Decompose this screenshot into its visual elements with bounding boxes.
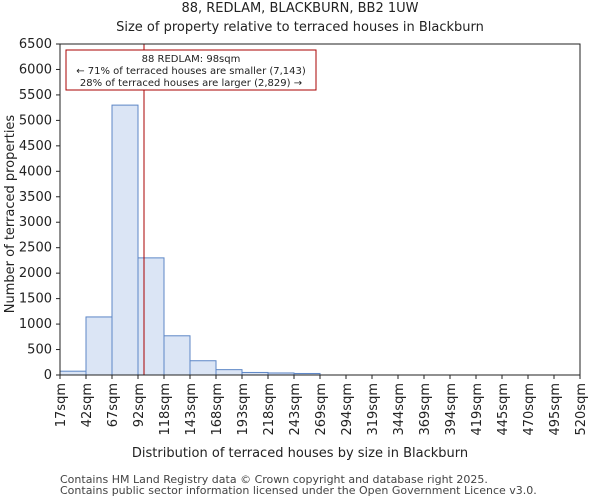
x-tick-label: 294sqm <box>340 383 355 436</box>
bar-143sqm <box>189 360 217 376</box>
x-tick-label: 193sqm <box>236 383 251 436</box>
chart-subtitle: Size of property relative to terraced ho… <box>116 20 484 35</box>
x-tick-label: 520sqm <box>574 383 589 436</box>
annotation-line-1: 88 REDLAM: 98sqm <box>142 54 241 65</box>
y-tick-label: 4000 <box>19 164 52 179</box>
x-tick-label: 17sqm <box>54 383 69 427</box>
y-tick-label: 3000 <box>19 215 52 230</box>
x-axis: 17sqm 42sqm 67sqm 92sqm 118sqm 143sqm 168sqm 19… <box>54 375 589 436</box>
x-axis-label: Distribution of terraced houses by size … <box>132 446 468 461</box>
x-tick-label: 419sqm <box>470 383 485 436</box>
x-tick-label: 394sqm <box>444 383 459 436</box>
x-tick-label: 168sqm <box>210 383 225 436</box>
x-tick-label: 218sqm <box>262 383 277 436</box>
bar-67sqm <box>111 104 139 376</box>
y-tick-label: 6000 <box>19 62 52 77</box>
x-tick-label: 118sqm <box>158 383 173 436</box>
footer-line-1: Contains HM Land Registry data © Crown c… <box>60 473 488 486</box>
x-tick-label: 269sqm <box>314 383 329 436</box>
y-tick-label: 500 <box>27 343 52 358</box>
y-tick-label: 2500 <box>19 241 52 256</box>
x-tick-label: 92sqm <box>132 383 147 427</box>
x-tick-label: 243sqm <box>288 383 303 436</box>
x-tick-label: 470sqm <box>522 383 537 436</box>
chart-title: 88, REDLAM, BLACKBURN, BB2 1UW <box>181 1 418 16</box>
bar-42sqm <box>85 316 113 376</box>
x-tick-label: 42sqm <box>80 383 95 427</box>
bar-168sqm <box>215 369 243 376</box>
y-axis: 0 500 1000 1500 2000 2500 3000 3500 4000 4500 5000… <box>19 37 60 383</box>
footer-line-2: Contains public sector information licen… <box>60 484 537 497</box>
x-tick-label: 344sqm <box>392 383 407 436</box>
bar-118sqm <box>163 335 191 376</box>
annotation-box <box>65 49 317 91</box>
plot-frame <box>59 43 581 376</box>
x-tick-label: 495sqm <box>548 383 563 436</box>
y-tick-label: 2000 <box>19 266 52 281</box>
x-tick-label: 369sqm <box>418 383 433 436</box>
x-tick-label: 67sqm <box>106 383 121 427</box>
x-tick-label: 445sqm <box>496 383 511 436</box>
y-tick-label: 1500 <box>19 292 52 307</box>
bars-group <box>59 104 321 376</box>
y-tick-label: 5500 <box>19 88 52 103</box>
annotation-line-3: 28% of terraced houses are larger (2,829… <box>80 78 302 89</box>
bar-92sqm <box>137 257 165 376</box>
y-tick-label: 3500 <box>19 190 52 205</box>
x-tick-label: 143sqm <box>184 383 199 436</box>
y-tick-label: 4500 <box>19 139 52 154</box>
bar-17sqm <box>59 370 87 376</box>
y-tick-label: 5000 <box>19 113 52 128</box>
annotation-line-2: ← 71% of terraced houses are smaller (7,… <box>76 66 306 77</box>
y-tick-label: 0 <box>44 368 52 383</box>
y-tick-label: 6500 <box>19 37 52 52</box>
y-tick-label: 1000 <box>19 317 52 332</box>
x-tick-label: 319sqm <box>366 383 381 436</box>
y-axis-label: Number of terraced properties <box>3 115 18 314</box>
